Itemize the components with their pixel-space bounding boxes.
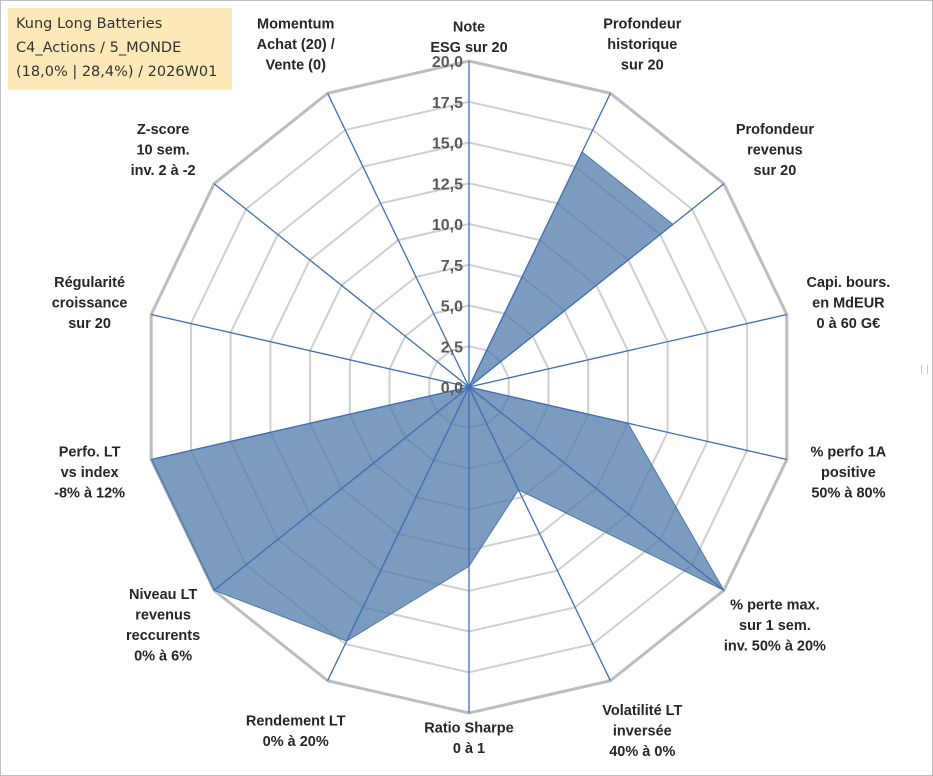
axis-label-5-line-2: inv. 50% à 20% — [724, 638, 826, 654]
axis-label-0: Note ESG sur 20 — [430, 20, 507, 57]
axis-label-9-line-0: Niveau LT — [129, 587, 197, 603]
info-line-1: Kung Long Batteries — [16, 16, 163, 32]
axis-label-7: Ratio Sharpe 0 à 1 — [424, 721, 513, 758]
spoke-12 — [213, 183, 470, 388]
axis-label-4-line-0: % perfo 1A — [811, 445, 887, 461]
info-line-3: (18,0% | 28,4%) / 2026W01 — [16, 64, 218, 80]
axis-label-7-line-0: Ratio Sharpe — [424, 721, 513, 737]
axis-label-8-line-1: 0% à 20% — [263, 734, 329, 750]
axis-label-10-line-1: vs index — [61, 465, 119, 481]
axis-label-5-line-1: sur 1 sem. — [739, 618, 811, 634]
axis-label-1: Profondeur historique sur 20 — [603, 17, 681, 74]
axis-label-9-line-1: revenus — [135, 608, 191, 624]
radar-series — [150, 151, 726, 642]
info-box: Kung Long Batteries C4_Actions / 5_MONDE… — [8, 8, 232, 90]
axis-labels: Note ESG sur 20 Profondeur historique sur 20… — [52, 17, 891, 761]
axis-label-1-line-0: Profondeur — [603, 17, 681, 33]
tick-label-1: 2,5 — [441, 339, 463, 356]
axis-label-13: Momentum Achat (20) / Vente (0) — [257, 17, 335, 74]
axis-label-12-line-1: 10 sem. — [136, 143, 189, 159]
spoke-13 — [327, 93, 470, 388]
info-line-2: C4_Actions / 5_MONDE — [16, 40, 182, 56]
axis-label-4-line-2: 50% à 80% — [811, 486, 885, 502]
axis-label-4-line-1: positive — [821, 465, 876, 481]
axis-label-13-line-2: Vente (0) — [265, 58, 326, 74]
axis-label-1-line-1: historique — [607, 37, 677, 53]
axis-label-9-line-3: 0% à 6% — [134, 649, 192, 665]
spoke-2 — [468, 183, 725, 388]
spoke-8 — [327, 386, 470, 681]
axis-label-2-line-1: revenus — [747, 143, 803, 159]
axis-label-0-line-0: Note — [453, 20, 485, 36]
spoke-6 — [468, 386, 611, 681]
axis-label-6-line-0: Volatilité LT — [602, 703, 682, 719]
axis-label-11-line-0: Régularité — [54, 275, 125, 291]
axis-label-8: Rendement LT 0% à 20% — [246, 713, 346, 750]
axis-label-3-line-1: en MdEUR — [812, 296, 885, 312]
axis-label-10-line-2: -8% à 12% — [54, 486, 125, 502]
axis-label-2: Profondeur revenus sur 20 — [736, 122, 814, 179]
spoke-4 — [468, 386, 787, 461]
axis-label-11-line-2: sur 20 — [68, 316, 111, 332]
radial-tick-labels: 0,0 2,5 5,0 7,5 10,0 12,5 15,0 17,5 20,0 — [432, 54, 463, 397]
axis-label-10-line-0: Perfo. LT — [59, 445, 121, 461]
tick-label-7: 17,5 — [432, 95, 463, 112]
axis-label-6-line-2: 40% à 0% — [609, 744, 675, 760]
tick-label-3: 7,5 — [441, 258, 463, 275]
radar-spokes — [151, 61, 787, 713]
axis-label-1-line-2: sur 20 — [621, 58, 664, 74]
tick-label-5: 12,5 — [432, 176, 463, 193]
axis-label-6: Volatilité LT inversée 40% à 0% — [602, 703, 682, 760]
axis-label-12: Z-score 10 sem. inv. 2 à -2 — [131, 122, 196, 179]
tick-label-6: 15,0 — [432, 136, 463, 153]
axis-label-0-line-1: ESG sur 20 — [430, 40, 507, 56]
axis-label-3-line-0: Capi. bours. — [807, 275, 891, 291]
tick-label-0: 0,0 — [441, 380, 463, 397]
axis-label-12-line-2: inv. 2 à -2 — [131, 163, 196, 179]
spoke-3 — [468, 313, 787, 388]
spoke-11 — [151, 313, 470, 388]
axis-label-5: % perte max. sur 1 sem. inv. 50% à 20% — [724, 597, 826, 654]
axis-label-5-line-0: % perte max. — [730, 597, 819, 613]
axis-label-8-line-0: Rendement LT — [246, 713, 346, 729]
spoke-5 — [468, 386, 725, 591]
scrollbar-handle[interactable] — [921, 365, 928, 374]
spoke-10 — [151, 386, 470, 461]
axis-label-12-line-0: Z-score — [137, 122, 189, 138]
series-area-0 — [150, 151, 726, 642]
axis-label-3-line-2: 0 à 60 G€ — [817, 316, 881, 332]
spoke-9 — [213, 386, 470, 591]
axis-label-9-line-2: reccurents — [126, 628, 200, 644]
spoke-1 — [468, 93, 611, 388]
axis-label-10: Perfo. LT vs index -8% à 12% — [54, 445, 125, 502]
tick-label-2: 5,0 — [441, 299, 463, 316]
axis-label-3: Capi. bours. en MdEUR 0 à 60 G€ — [807, 275, 891, 332]
axis-label-11-line-1: croissance — [52, 296, 128, 312]
axis-label-6-line-1: inversée — [613, 724, 672, 740]
axis-label-7-line-1: 0 à 1 — [453, 741, 485, 757]
axis-label-9: Niveau LT revenus reccurents 0% à 6% — [126, 587, 200, 665]
axis-label-2-line-2: sur 20 — [754, 163, 797, 179]
axis-label-13-line-1: Achat (20) / — [257, 37, 335, 53]
tick-label-4: 10,0 — [432, 217, 463, 234]
axis-label-2-line-0: Profondeur — [736, 122, 814, 138]
axis-label-4: % perfo 1A positive 50% à 80% — [811, 445, 887, 502]
tick-label-8: 20,0 — [432, 54, 463, 71]
axis-label-13-line-0: Momentum — [257, 17, 334, 33]
axis-label-11: Régularité croissance sur 20 — [52, 275, 128, 332]
